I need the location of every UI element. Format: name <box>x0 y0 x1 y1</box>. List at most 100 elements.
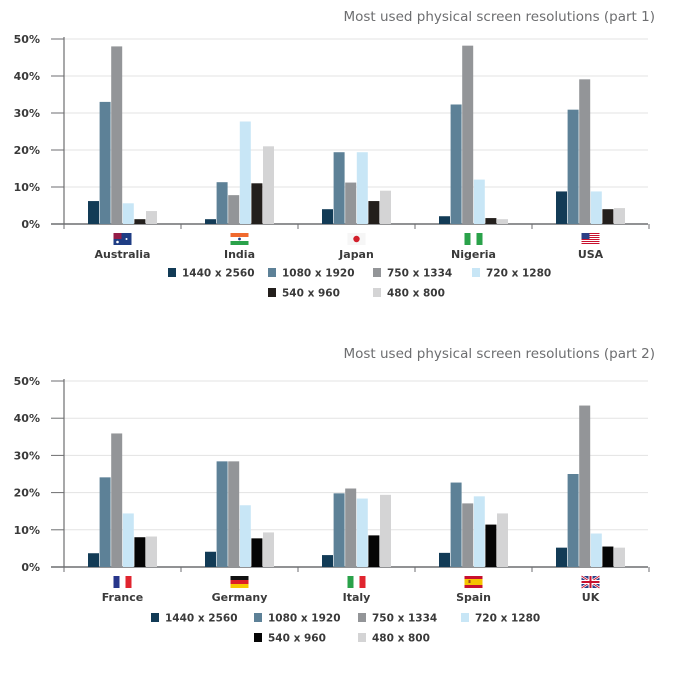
flag-nigeria-icon <box>464 233 483 245</box>
bar-germany-2 <box>228 461 240 567</box>
bar-uk-5 <box>614 547 625 567</box>
bar-japan-4 <box>368 201 380 224</box>
bar-spain-5 <box>497 513 508 567</box>
chart-title: Most used physical screen resolutions (p… <box>343 9 655 25</box>
y-tick-label: 0% <box>21 218 40 231</box>
category-label: Nigeria <box>451 248 496 261</box>
flag-uk-icon <box>580 574 601 590</box>
bar-germany-0 <box>205 551 216 567</box>
bar-italy-5 <box>380 494 391 567</box>
flag-india-icon <box>230 233 249 245</box>
bar-nigeria-0 <box>439 216 450 224</box>
legend-label: 720 x 1280 <box>486 268 551 280</box>
bar-japan-1 <box>333 152 345 224</box>
legend-swatch <box>472 268 480 277</box>
bar-india-4 <box>251 183 263 224</box>
category-label: Australia <box>95 248 151 261</box>
legend-label: 540 x 960 <box>268 633 326 645</box>
category-label: France <box>102 591 143 604</box>
bar-italy-1 <box>333 493 345 567</box>
legend: 1440 x 2560 1080 x 1920 750 x 1334 720 x 12… <box>168 268 551 300</box>
bar-italy-4 <box>368 535 380 567</box>
legend: 1440 x 2560 1080 x 1920 750 x 1334 720 x 12… <box>151 613 540 645</box>
legend-label: 1080 x 1920 <box>268 613 341 625</box>
legend-swatch <box>358 633 366 642</box>
legend-label: 1440 x 2560 <box>182 268 255 280</box>
bar-india-2 <box>228 195 240 224</box>
flag-japan-icon <box>347 233 366 245</box>
bar-japan-3 <box>356 152 368 224</box>
y-tick-label: 0% <box>21 561 40 574</box>
bar-india-0 <box>205 219 216 224</box>
bar-nigeria-5 <box>497 219 508 224</box>
bar-nigeria-2 <box>462 45 474 224</box>
bar-nigeria-4 <box>485 218 497 224</box>
bar-japan-5 <box>380 190 391 224</box>
y-tick-label: 50% <box>14 33 40 46</box>
chart-2: Most used physical screen resolutions (p… <box>14 346 655 645</box>
bar-italy-0 <box>322 555 333 567</box>
category-label: USA <box>578 248 604 261</box>
chart-1: Most used physical screen resolutions (p… <box>14 9 655 300</box>
bar-japan-0 <box>322 209 333 224</box>
bar-india-1 <box>216 182 228 224</box>
bar-spain-1 <box>450 482 462 567</box>
bar-usa-4 <box>602 209 614 224</box>
bar-france-1 <box>99 477 111 567</box>
chart-title: Most used physical screen resolutions (p… <box>343 346 655 362</box>
bar-germany-5 <box>263 532 274 567</box>
legend-swatch <box>268 288 276 297</box>
legend-swatch <box>254 613 262 622</box>
bar-usa-2 <box>579 79 591 224</box>
bar-usa-5 <box>614 208 625 224</box>
y-tick-label: 50% <box>14 375 40 388</box>
legend-label: 750 x 1334 <box>372 613 437 625</box>
legend-label: 480 x 800 <box>387 288 445 300</box>
legend-swatch <box>168 268 176 277</box>
flag-germany-icon <box>230 576 249 588</box>
legend-swatch <box>358 613 366 622</box>
y-tick-label: 20% <box>14 487 40 500</box>
bar-australia-0 <box>88 201 99 224</box>
flag-france-icon <box>113 576 132 588</box>
flag-usa-icon <box>581 233 600 244</box>
bar-spain-0 <box>439 552 450 567</box>
bar-usa-1 <box>567 109 579 224</box>
legend-label: 1440 x 2560 <box>165 613 238 625</box>
legend-swatch <box>461 613 469 622</box>
bar-italy-2 <box>345 488 357 567</box>
bar-spain-4 <box>485 524 497 567</box>
category-label: UK <box>582 591 600 604</box>
bar-germany-3 <box>239 505 251 567</box>
legend-label: 750 x 1334 <box>387 268 452 280</box>
bar-spain-3 <box>473 496 485 567</box>
legend-swatch <box>268 268 276 277</box>
y-tick-label: 30% <box>14 449 40 462</box>
bar-australia-5 <box>146 211 157 224</box>
legend-swatch <box>373 288 381 297</box>
legend-label: 1080 x 1920 <box>282 268 355 280</box>
category-label: Germany <box>212 591 268 604</box>
bar-uk-3 <box>590 533 602 567</box>
bar-france-2 <box>111 433 123 567</box>
bar-australia-3 <box>122 203 134 224</box>
bar-uk-2 <box>579 405 591 567</box>
bar-italy-3 <box>356 498 368 567</box>
legend-swatch <box>373 268 381 277</box>
flag-italy-icon <box>347 576 366 588</box>
flag-australia-icon <box>113 233 132 245</box>
y-tick-label: 30% <box>14 107 40 120</box>
bar-india-3 <box>239 121 251 224</box>
bar-france-0 <box>88 553 99 567</box>
legend-swatch <box>151 613 159 622</box>
bar-usa-3 <box>590 191 602 224</box>
legend-swatch <box>254 633 262 642</box>
bar-india-5 <box>263 146 274 224</box>
bar-uk-1 <box>567 474 579 567</box>
y-tick-label: 40% <box>14 412 40 425</box>
bar-uk-4 <box>602 546 614 567</box>
bar-uk-0 <box>556 547 567 567</box>
flag-spain-icon <box>464 576 483 588</box>
category-label: Japan <box>338 248 374 261</box>
